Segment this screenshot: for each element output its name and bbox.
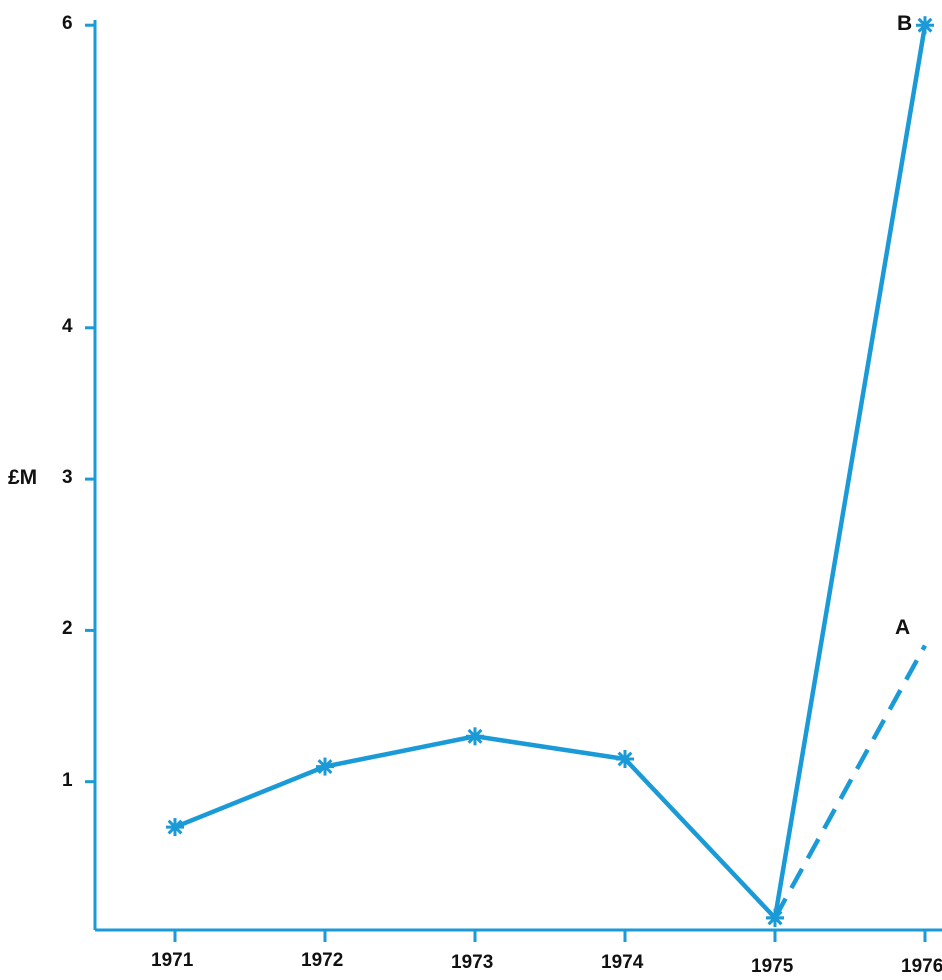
data-point-1973 bbox=[466, 727, 484, 746]
y-tick-label: 3 bbox=[62, 467, 73, 489]
series-line-b bbox=[772, 24, 928, 919]
y-tick-label: 1 bbox=[62, 769, 73, 791]
point-marker-stroke bbox=[167, 819, 183, 835]
series-line-a bbox=[773, 644, 927, 919]
data-point-1971 bbox=[166, 818, 184, 837]
point-marker-stroke bbox=[317, 759, 333, 774]
y-tick-label: 4 bbox=[62, 315, 73, 337]
data-point-1974 bbox=[616, 750, 634, 769]
y-tick-label: 6 bbox=[62, 13, 73, 35]
point-marker-stroke bbox=[467, 728, 483, 744]
point-marker-stroke bbox=[917, 17, 933, 33]
x-tick-label: 1973 bbox=[451, 952, 494, 973]
x-tick-label: 1972 bbox=[301, 950, 344, 971]
x-tick-label: 1974 bbox=[601, 952, 644, 973]
data-point-1976 bbox=[916, 16, 934, 35]
series-line-main bbox=[174, 734, 777, 920]
series-label-b: B bbox=[897, 12, 913, 36]
y-tick-label: 2 bbox=[62, 618, 73, 640]
x-tick-label: 1971 bbox=[151, 950, 194, 971]
x-tick-label: 1975 bbox=[751, 956, 794, 977]
data-point-1972 bbox=[316, 757, 334, 776]
x-tick-label: 1976 bbox=[901, 956, 942, 977]
y-axis-label: £M bbox=[8, 466, 38, 490]
point-marker-stroke bbox=[617, 751, 633, 767]
series-label-a: A bbox=[895, 615, 911, 639]
